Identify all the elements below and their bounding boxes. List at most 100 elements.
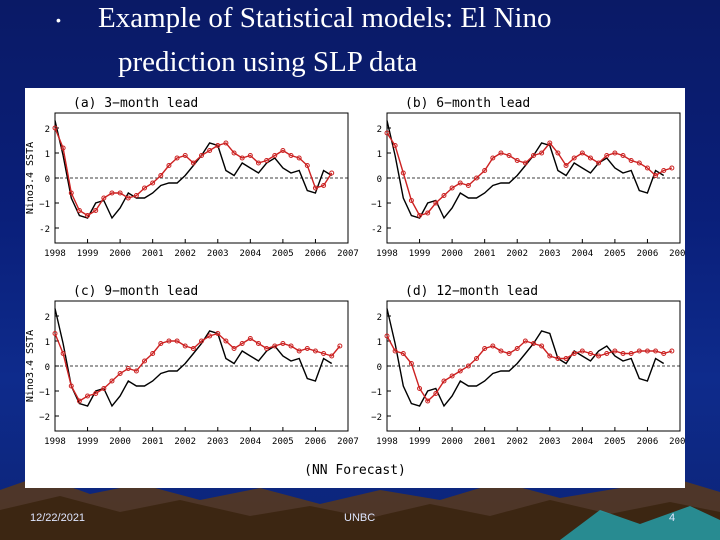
panel-1-forecast-point: [661, 168, 667, 173]
panel-3-forecast-point: [555, 356, 561, 361]
panel-3-xtick-label: 2004: [571, 437, 593, 447]
panel-2-forecast-point: [117, 371, 123, 376]
panel-0-ytick-label: 1: [45, 150, 50, 160]
panel-3-forecast-point: [384, 333, 390, 339]
figure-caption: (NN Forecast): [304, 463, 406, 478]
panel-3-forecast-point: [644, 348, 650, 354]
panel-0-ytick-label: 2: [45, 125, 50, 135]
panel-0-forecast-point: [207, 148, 213, 153]
panel-3-forecast-point: [620, 351, 626, 356]
panel-1-xtick-label: 2004: [571, 249, 593, 259]
panel-2-forecast-point: [255, 341, 261, 346]
panel-2-forecast-point: [182, 343, 188, 349]
panel-1-forecast-point: [506, 153, 512, 158]
panel-1-ytick-label: 0: [377, 175, 382, 185]
panel-2-forecast-point: [215, 331, 221, 336]
panel-1-forecast-point: [636, 160, 642, 166]
panel-1-forecast-point: [563, 163, 569, 168]
panel-3-forecast-point: [539, 343, 545, 349]
panel-0-forecast-point: [117, 190, 123, 196]
panel-0-forecast-point: [93, 208, 99, 213]
panel-0-forecast-point: [223, 140, 229, 146]
forecast-figure: (a) 3−month lead 2 1 0 −1 -2 1998 1999 2000 2001 2…: [25, 88, 685, 488]
panel-1-forecast-point: [555, 150, 561, 156]
panel-0-forecast-point: [190, 160, 196, 166]
panel-2-forecast-point: [272, 343, 278, 349]
panel-3-forecast-point: [457, 368, 463, 374]
panel-1-forecast-point: [425, 210, 431, 216]
panel-3-forecast-point: [531, 341, 536, 346]
panel-1-xtick-label: 2001: [474, 249, 496, 259]
panel-1-forecast-point: [441, 193, 447, 198]
panel-2-xtick-label: 1998: [44, 437, 66, 447]
panel-0-forecast-point: [85, 213, 91, 218]
panel-3-xtick-label: 1999: [409, 437, 431, 447]
panel-2-forecast-point: [93, 391, 99, 396]
panel-1-forecast-point: [408, 198, 414, 203]
panel-3-ytick-label: 0: [377, 363, 382, 373]
panel-3-ytick-label: −1: [371, 388, 382, 398]
panel-3-forecast-point: [514, 346, 520, 351]
panel-1-forecast-point: [628, 158, 634, 163]
panel-0-ytick-label: 0: [45, 175, 50, 185]
panel-3-forecast-point: [506, 351, 512, 356]
panel-3-xtick-label: 2005: [604, 437, 626, 447]
panel-2-title: (c) 9−month lead: [73, 284, 198, 299]
panel-0-forecast-point: [101, 195, 107, 201]
panel-0-forecast-point: [288, 153, 294, 158]
panel-2-xtick-label: 2007: [337, 437, 359, 447]
panel-2-forecast-point: [133, 368, 139, 374]
panel-2-forecast-point: [199, 338, 204, 344]
panel-2-ylabel: Nino3.4 SSTA: [25, 330, 36, 402]
panel-3-forecast-point: [490, 343, 496, 349]
panel-0-forecast-point: [312, 185, 318, 191]
panel-1-observed-line: [386, 120, 665, 220]
panel-2-forecast-point: [239, 341, 245, 346]
panel-3-forecast-point: [669, 348, 675, 354]
panel-0-ytick-label: −1: [39, 200, 50, 210]
panel-1-forecast-point: [457, 180, 463, 186]
panel-1-forecast-point: [604, 153, 610, 158]
panel-0-forecast-point: [247, 153, 253, 158]
panel-3-forecast-point: [441, 378, 447, 384]
panel-3-forecast-point: [587, 351, 593, 356]
panel-0-forecast-point: [125, 195, 131, 201]
panel-0-forecast-point: [133, 193, 139, 198]
panel-0-forecast-point: [264, 158, 270, 163]
panel-0-xtick-label: 1998: [44, 249, 66, 259]
mountain-decoration: [0, 476, 720, 540]
panel-2-xtick-label: 2002: [174, 437, 196, 447]
panel-2-forecast-point: [125, 366, 131, 371]
footer-org: UNBC: [344, 512, 376, 524]
slide-title: • Example of Statistical models: El Nino…: [0, 0, 720, 90]
panel-0-forecast-point: [158, 173, 164, 178]
panel-1-forecast-point: [498, 150, 504, 156]
panel-3-observed-line: [386, 308, 665, 408]
panel-0-xtick-label: 2001: [142, 249, 164, 259]
panel-3-forecast-point: [653, 348, 659, 354]
panel-1-forecast-point: [417, 213, 423, 218]
panel-0-ytick-label: -2: [39, 225, 50, 235]
panel-2-forecast-point: [264, 346, 270, 351]
panel-2-ytick-label: −2: [39, 413, 50, 423]
panel-1-xtick-label: 2006: [637, 249, 659, 259]
panel-2-xtick-label: 2006: [305, 437, 327, 447]
panel-1-forecast-point: [587, 155, 593, 161]
panel-0-forecast-point: [329, 170, 335, 176]
panel-3-forecast-point: [408, 361, 414, 366]
panel-0-forecast-point: [68, 190, 74, 196]
panel-3-forecast-point: [612, 348, 618, 354]
panel-3-xtick-label: 2002: [506, 437, 528, 447]
panel-1-forecast-point: [612, 150, 618, 156]
panel-2-forecast-point: [288, 343, 294, 349]
panel-1-xtick-label: 2002: [506, 249, 528, 259]
panel-0-xtick-label: 2007: [337, 249, 359, 259]
panel-3-ytick-label: 1: [377, 338, 382, 348]
panel-1-xtick-label: 2005: [604, 249, 626, 259]
panel-1-forecast-point: [482, 168, 488, 173]
panel-3-forecast-point: [465, 363, 471, 369]
panel-0-forecast-point: [231, 150, 237, 156]
panel-0-forecast-point: [52, 125, 58, 131]
panel-2-forecast-point: [150, 351, 156, 356]
panel-3-forecast-point: [596, 353, 602, 359]
